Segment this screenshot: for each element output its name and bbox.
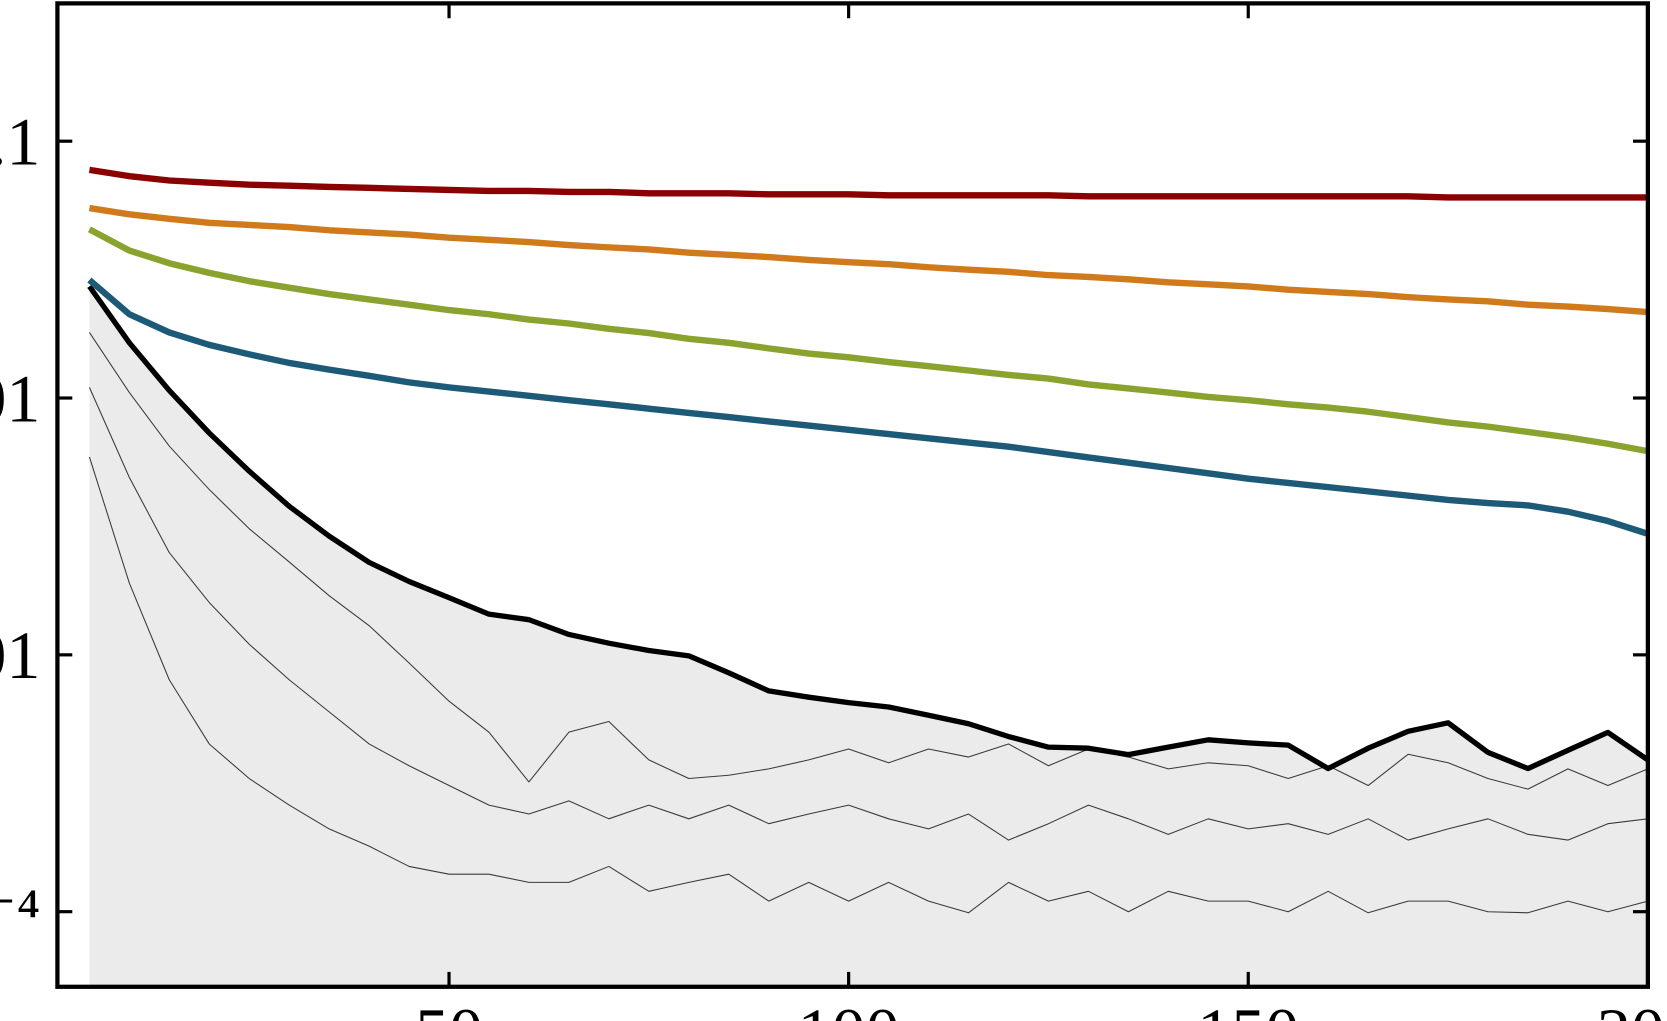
x-tick-label: 50: [415, 994, 483, 1021]
y-tick-label: 0.01: [0, 360, 40, 436]
series-line: [88, 204, 1648, 316]
series-line: [88, 387, 1648, 841]
x-tick-label: 100: [798, 994, 900, 1021]
series-line: [88, 332, 1648, 790]
y-tick-label: 0.1: [0, 104, 40, 180]
x-tick-label: 150: [1197, 994, 1299, 1021]
y-tick-label: 10⁻⁴: [0, 874, 40, 950]
series-line: [87, 284, 1648, 772]
area-fill: [89, 286, 1648, 987]
x-tick-label: 200: [1597, 994, 1667, 1021]
series-line: [87, 277, 1648, 537]
series-line: [88, 456, 1648, 914]
plot-area: [87, 166, 1648, 987]
y-tick-label: 0.001: [0, 617, 40, 693]
series-line: [88, 166, 1648, 201]
series-line: [87, 226, 1648, 455]
plot-frame: [55, 1, 1650, 989]
